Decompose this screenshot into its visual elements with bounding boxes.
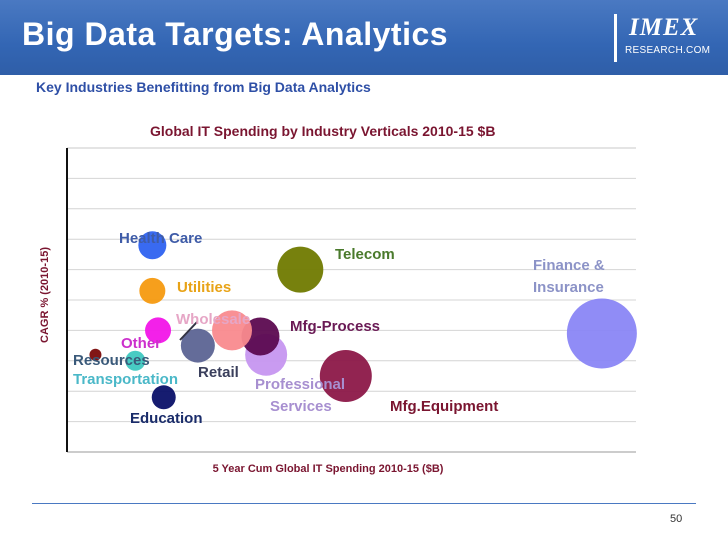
bubble-other — [145, 317, 172, 344]
label-transportation: Transportation — [73, 371, 178, 388]
slide-title: Big Data Targets: Analytics — [22, 16, 449, 52]
label-telecom: Telecom — [335, 246, 395, 263]
x-axis-label: 5 Year Cum Global IT Spending 2010-15 ($… — [213, 463, 444, 475]
bubble-resources — [89, 348, 102, 361]
label-education: Education — [130, 410, 203, 427]
label-mfg-equipment: Mfg.Equipment — [390, 398, 498, 415]
logo-wordmark: IMEX — [629, 14, 699, 41]
y-axis-label: CAGR % (2010-15) — [39, 247, 51, 343]
bubble-wholesale — [212, 310, 253, 351]
page-number: 50 — [670, 513, 683, 525]
logo-tagline: RESEARCH.COM — [625, 45, 711, 56]
label-retail: Retail — [198, 364, 239, 381]
label-finance-insurance-line2: Insurance — [533, 279, 604, 296]
bubble-telecom — [277, 246, 324, 293]
wholesale-leader-line — [179, 321, 198, 341]
bubble-mfg-equipment — [319, 350, 372, 402]
label-finance-insurance-line1: Finance & — [533, 257, 605, 274]
chart-title: Global IT Spending by Industry Verticals… — [150, 123, 496, 139]
bubble-transportation — [125, 350, 146, 371]
bubble-finance-insurance — [566, 298, 637, 369]
bubble-retail — [180, 328, 215, 363]
label-professional-services-line2: Services — [270, 398, 332, 415]
imex-logo: IMEX RESEARCH.COM — [614, 14, 717, 62]
slide-subtitle: Key Industries Benefitting from Big Data… — [36, 79, 371, 95]
bubble-education — [151, 385, 176, 410]
label-professional-services-line1: Professional — [255, 376, 345, 393]
footer-divider — [32, 503, 696, 504]
slide-header: Big Data Targets: Analytics IMEX RESEARC… — [0, 0, 728, 75]
label-health-care: Health Care — [119, 230, 202, 247]
label-other: Other — [121, 335, 161, 352]
label-mfg-process: Mfg-Process — [290, 318, 380, 335]
label-wholesale: Wholesale — [176, 311, 250, 328]
bubble-utilities — [139, 277, 166, 304]
label-resources: Resources — [73, 352, 150, 369]
bubble-health-care — [138, 231, 167, 260]
label-utilities: Utilities — [177, 279, 231, 296]
